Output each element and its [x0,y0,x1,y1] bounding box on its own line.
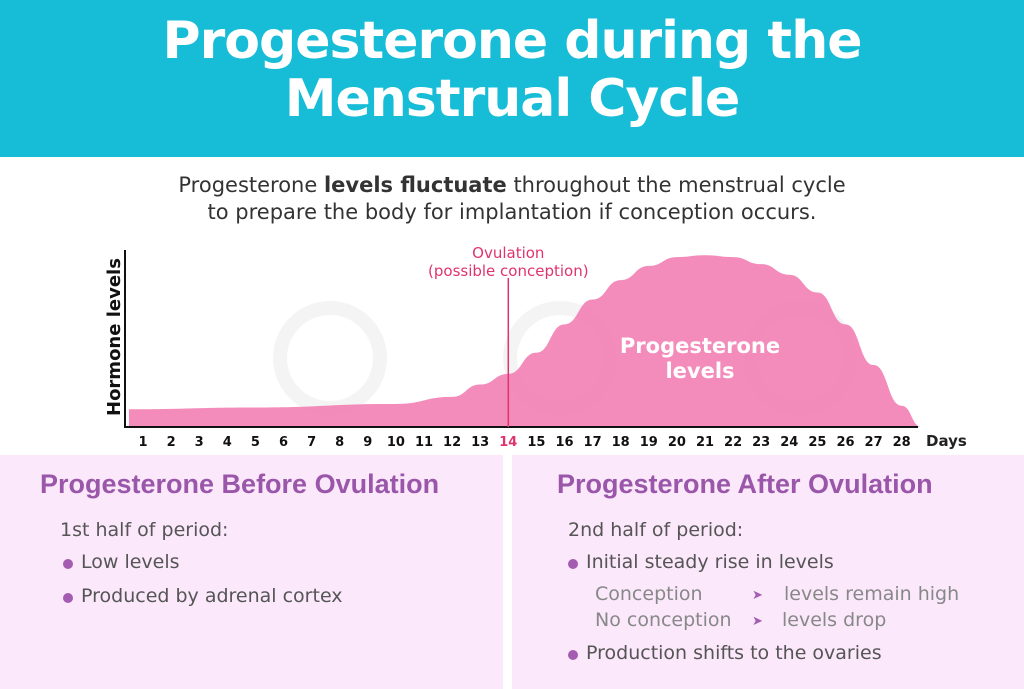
x-tick-label: 4 [223,435,232,450]
subtitle-line-2: to prepare the body for implantation if … [207,200,817,224]
x-tick-label: 11 [415,435,433,450]
x-tick-label: 5 [251,435,260,450]
x-tick-label: 17 [584,435,602,450]
x-tick-label: 19 [640,435,658,450]
x-tick-label: 20 [668,435,686,450]
panel-subheading: 2nd half of period: [568,519,744,541]
x-tick-label: 21 [696,435,714,450]
series-label: Progesterone [620,334,780,358]
x-tick-label: 13 [471,435,489,450]
progesterone-area [128,255,922,427]
x-tick-label: 12 [443,435,461,450]
after-ovulation-panel: Progesterone After Ovulation 2nd half of… [512,455,1024,689]
x-tick-label: 27 [865,435,883,450]
x-tick-label: 10 [387,435,405,450]
subtitle: Progesterone levels fluctuate throughout… [0,172,1024,226]
bullet-item: Production shifts to the ovaries [568,642,882,664]
ovulation-sublabel: (possible conception) [428,262,589,280]
series-label-2: levels [665,359,734,383]
bullet-item: Produced by adrenal cortex [63,585,343,607]
x-tick-label: 6 [279,435,288,450]
x-tick-label: 16 [555,435,573,450]
x-tick-label: 2 [167,435,176,450]
x-tick-label: 8 [335,435,344,450]
x-tick-label: 24 [780,435,798,450]
panel-subheading: 1st half of period: [60,519,229,541]
x-tick-label: 1 [138,435,147,450]
x-tick-label: 3 [195,435,204,450]
panel-heading: Progesterone Before Ovulation [40,469,440,499]
subtitle-text: throughout the menstrual cycle [506,173,846,197]
before-ovulation-panel: Progesterone Before Ovulation 1st half o… [0,455,503,689]
arrow-icon: ➤ [752,588,763,603]
x-tick-label: 22 [724,435,742,450]
panel-heading: Progesterone After Ovulation [557,469,933,499]
subtitle-text: Progesterone [178,173,324,197]
arrow-icon: ➤ [752,614,763,629]
x-axis-label: Days [926,432,967,450]
outcome-result: levels remain high [784,583,960,605]
y-axis-label: Hormone levels [104,258,125,416]
x-tick-label: 15 [527,435,545,450]
x-tick-label: 18 [612,435,630,450]
outcome-condition: Conception [595,583,703,605]
x-tick-label: 26 [836,435,854,450]
x-tick-label: 7 [307,435,316,450]
title-line-2: Menstrual Cycle [284,69,741,129]
x-tick-label: 14 [499,435,517,450]
ovulation-label: Ovulation [472,244,544,262]
bullet-item: Initial steady rise in levels [568,551,834,573]
header-banner: Progesterone during the Menstrual Cycle [0,0,1024,157]
x-tick-label: 23 [752,435,770,450]
x-tick-label: 28 [893,435,911,450]
bullet-item: Low levels [63,551,180,573]
outcome-result: levels drop [782,609,887,631]
outcome-condition: No conception [595,609,732,631]
progesterone-chart: Ovulation (possible conception) Hormone … [104,244,967,450]
title-line-1: Progesterone during the [162,11,862,71]
subtitle-bold: levels fluctuate [323,173,507,197]
x-tick-label: 25 [808,435,826,450]
x-tick-label: 9 [363,435,372,450]
